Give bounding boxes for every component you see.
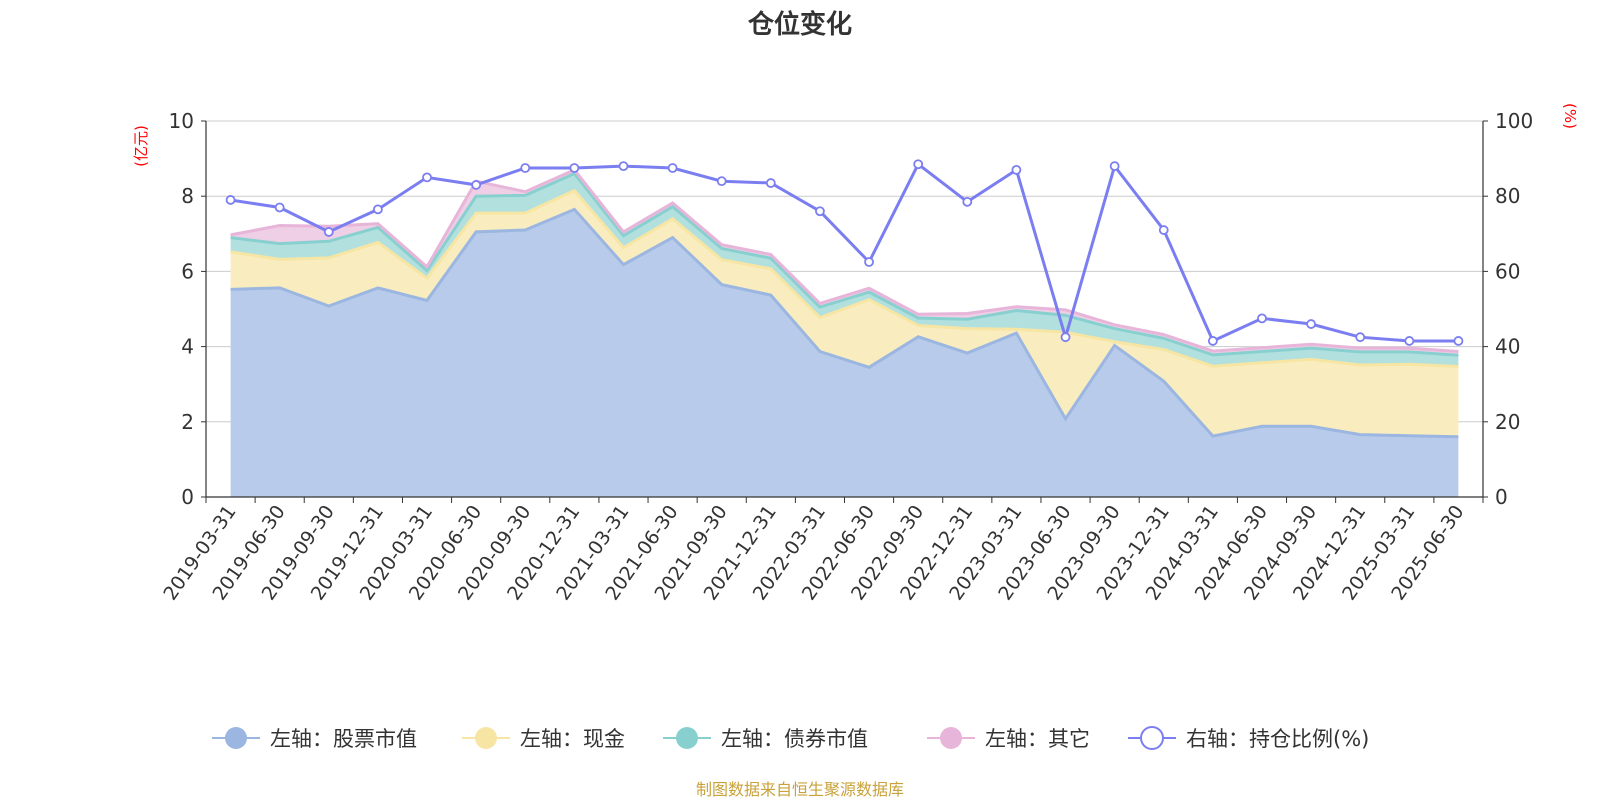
legend-swatch [676,727,698,749]
right-axis-tick-label: 40 [1495,335,1520,359]
left-axis-tick-label: 2 [181,410,194,434]
legend-label: 左轴：债券市值 [721,727,868,751]
holding-ratio-point [864,257,874,267]
data-source-footer: 制图数据来自恒生聚源数据库 [696,780,904,799]
legend-swatch [1140,726,1164,750]
area-band [230,190,1459,437]
legend-label: 左轴：现金 [520,727,625,751]
area-edge-line [230,188,1459,368]
stacked-areas [230,168,1459,497]
holding-ratio-point [1355,332,1366,343]
left-axis-tick-label: 6 [181,259,194,283]
holding-ratio-point [1453,336,1464,346]
holding-ratio-point [323,227,334,237]
left-axis-tick-label: 4 [181,335,194,359]
holding-ratio-point [716,176,727,187]
holding-ratio-point [667,163,678,173]
holding-ratio-point [225,195,236,205]
holding-ratio-point [1060,332,1071,343]
holding-ratio-point [1158,225,1169,235]
area-band [230,209,1459,497]
holding-ratio-point [422,172,432,183]
left-axis-tick-label: 0 [181,485,194,509]
holding-ratio-point [913,159,924,170]
holding-ratio-point [1109,161,1120,172]
holding-ratio-point [618,161,629,172]
area-edge-line [230,168,1459,353]
holding-ratio-point [1011,164,1022,175]
legend-item: 左轴：现金 [462,727,625,751]
left-axis-tick-label: 8 [181,184,194,208]
holding-ratio-line [225,159,1464,346]
holding-ratio-point [471,180,482,190]
right-axis-tick-label: 60 [1495,259,1520,283]
chart-title: 仓位变化 [747,9,852,40]
holding-ratio-point [274,202,285,213]
holding-ratio-point [520,163,531,173]
right-axis-unit: (%) [1561,103,1579,129]
legend-item: 右轴：持仓比例(%) [1128,726,1369,751]
holding-ratio-point [1306,319,1316,329]
holding-ratio-point [1257,313,1267,324]
holding-ratio-point [765,178,776,188]
area-edge-line [230,171,1459,357]
right-axis-tick-label: 100 [1495,109,1533,133]
right-axis-tick-label: 0 [1495,485,1508,509]
legend-item: 左轴：股票市值 [212,727,417,751]
legend: 左轴：股票市值 左轴：现金 左轴：债券市值 左轴：其它 右轴：持仓比例(%) [212,726,1369,751]
holding-ratio-point [1404,336,1415,346]
legend-item: 左轴：其它 [927,727,1090,751]
legend-swatch [940,727,962,749]
legend-item: 左轴：债券市值 [663,727,868,751]
holding-ratio-point [815,206,825,217]
holding-ratio-path [230,161,1459,343]
holding-ratio-point [962,196,973,207]
legend-label: 右轴：持仓比例(%) [1186,727,1369,751]
legend-label: 左轴：股票市值 [270,727,417,751]
legend-label: 左轴：其它 [985,727,1090,751]
right-axis-tick-label: 80 [1495,184,1520,208]
legend-swatch [475,727,497,749]
holding-ratio-point [373,204,383,215]
holding-ratio-point [1207,336,1218,346]
legend-swatch [225,727,247,749]
left-axis-unit: (亿元) [132,125,150,167]
holding-ratio-point [569,163,580,173]
left-axis-tick-label: 10 [169,109,194,133]
area-edge-line [230,207,1459,439]
right-axis-tick-label: 20 [1495,410,1520,434]
